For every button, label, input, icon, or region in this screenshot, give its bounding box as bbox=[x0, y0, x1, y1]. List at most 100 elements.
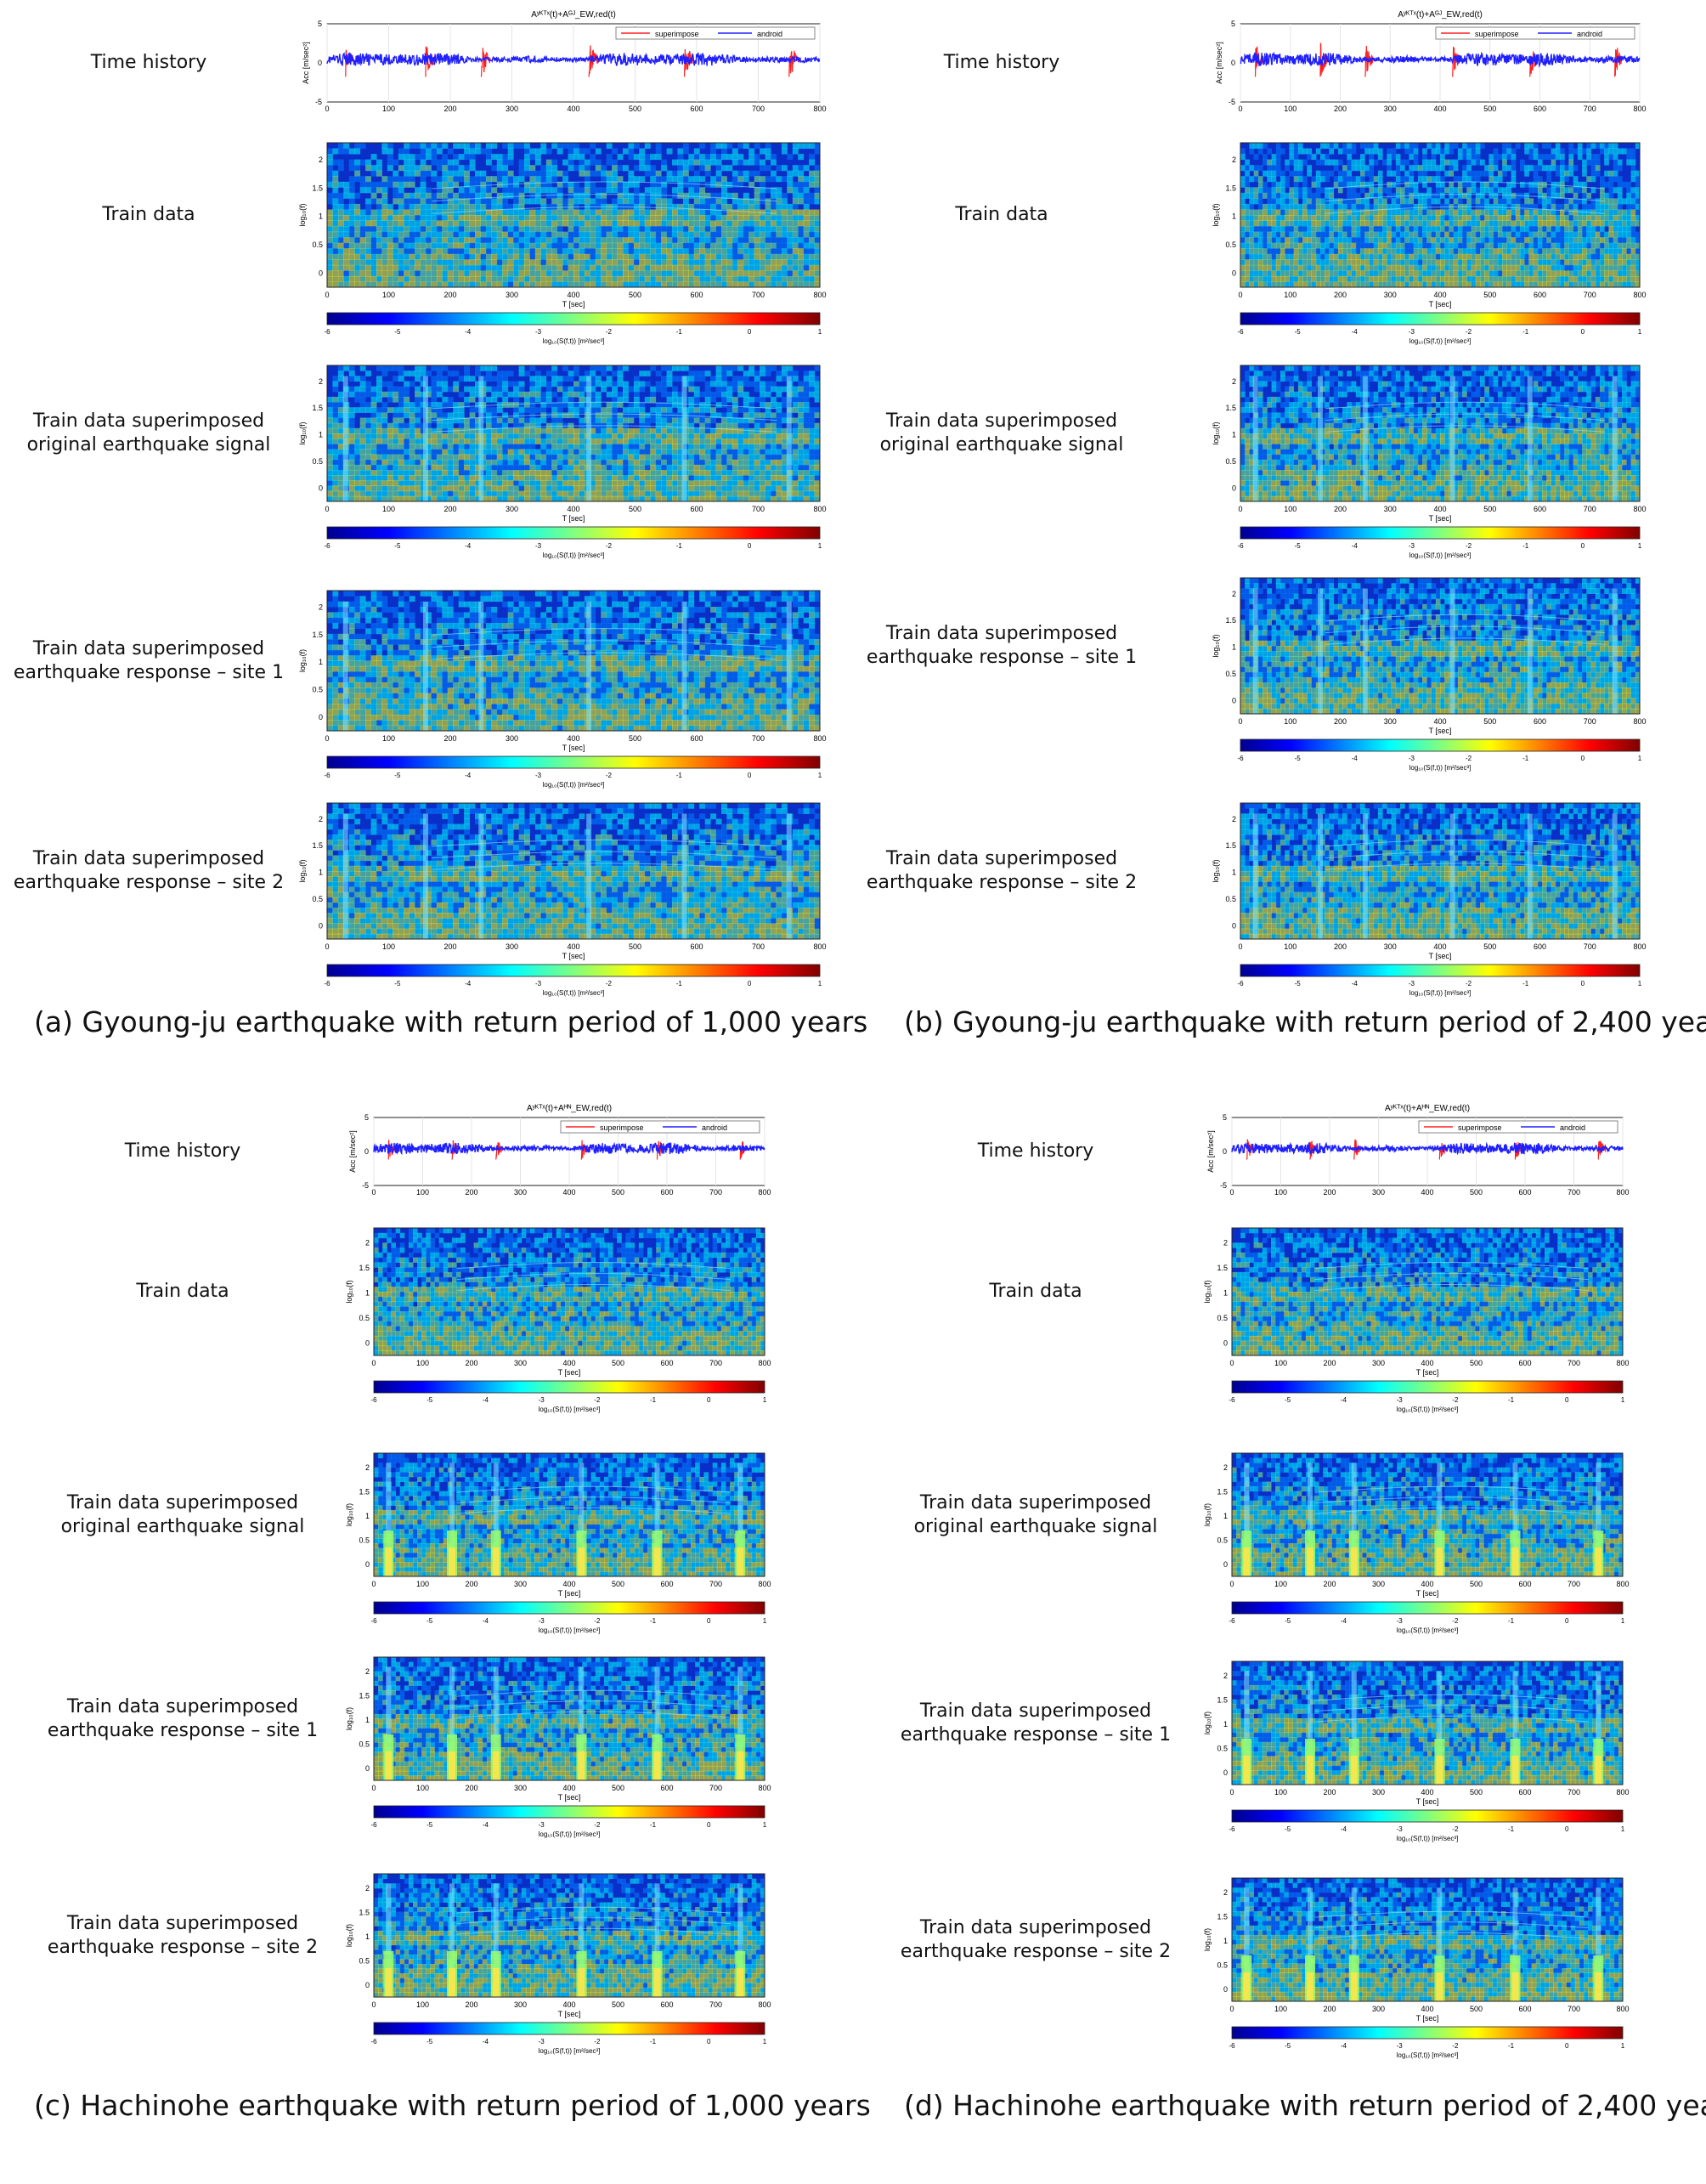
spectrogram-cell bbox=[410, 720, 415, 726]
spectrogram-y-axis-label: log₁₀(f) bbox=[298, 203, 307, 226]
spectrogram-cell bbox=[551, 165, 557, 171]
spectrogram-cell bbox=[365, 407, 371, 413]
spectrogram-cell bbox=[360, 671, 366, 677]
spectrogram-cell bbox=[623, 210, 629, 216]
spectrogram-cell bbox=[579, 165, 585, 171]
spectrogram-cell bbox=[470, 666, 476, 672]
spectrogram-cell bbox=[393, 438, 398, 444]
spectrogram-cell bbox=[601, 371, 607, 376]
spectrogram-cell bbox=[798, 433, 804, 439]
spectrogram-cell bbox=[508, 612, 514, 618]
spectrogram-cell bbox=[393, 455, 398, 461]
spectrogram-cell bbox=[551, 371, 557, 376]
spectrogram-cell bbox=[699, 232, 705, 238]
spectrogram-cell bbox=[546, 259, 552, 265]
spectrogram-cell bbox=[694, 226, 700, 232]
spectrogram-cell bbox=[398, 693, 404, 699]
spectrogram-cell bbox=[410, 677, 415, 683]
spectrogram-y-tick-label: 0 bbox=[319, 484, 323, 492]
spectrogram-cell bbox=[793, 265, 799, 271]
spectrogram-cell bbox=[726, 486, 732, 492]
spectrogram-cell bbox=[612, 221, 618, 227]
spectrogram-cell bbox=[557, 428, 563, 434]
spectrogram-cell bbox=[453, 382, 459, 388]
spectrogram-cell bbox=[381, 480, 387, 486]
spectrogram-cell bbox=[809, 226, 815, 232]
spectrogram-cell bbox=[607, 171, 613, 177]
spectrogram-cell bbox=[623, 282, 629, 288]
spectrogram-cell bbox=[737, 382, 743, 388]
spectrogram-cell bbox=[486, 259, 492, 265]
spectrogram-cell bbox=[327, 671, 333, 677]
spectrogram-cell bbox=[710, 204, 716, 210]
spectrogram-cell bbox=[688, 397, 694, 403]
spectrogram-cell bbox=[562, 460, 568, 466]
spectrogram-cell bbox=[612, 160, 618, 166]
spectrogram-cell bbox=[529, 259, 535, 265]
spectrogram-cell bbox=[529, 460, 535, 466]
spectrogram-cell bbox=[661, 475, 667, 481]
spectrogram-cell bbox=[327, 655, 333, 661]
spectrogram-cell bbox=[354, 226, 360, 232]
spectrogram-cell bbox=[732, 265, 738, 271]
spectrogram-cell bbox=[491, 486, 497, 492]
spectrogram-cell bbox=[415, 215, 421, 221]
spectrogram-cell bbox=[387, 254, 393, 260]
spectrogram-cell bbox=[442, 221, 448, 227]
spectrogram-cell bbox=[365, 176, 371, 182]
spectrogram-cell bbox=[381, 232, 387, 238]
spectrogram-cell bbox=[804, 407, 810, 413]
spectrogram-cell bbox=[815, 176, 821, 182]
spectrogram-cell bbox=[804, 270, 810, 276]
spectrogram-cell bbox=[804, 176, 810, 182]
spectrogram-cell bbox=[798, 455, 804, 461]
spectrogram-cell bbox=[381, 423, 387, 429]
spectrogram-cell bbox=[612, 259, 618, 265]
spectrogram-cell bbox=[557, 455, 563, 461]
spectrogram-cell bbox=[502, 687, 508, 693]
spectrogram-cell bbox=[540, 475, 546, 481]
spectrogram-cell bbox=[716, 387, 722, 393]
spectrogram-cell bbox=[596, 187, 602, 193]
spectrogram-cell bbox=[497, 486, 503, 492]
spectrogram-cell bbox=[716, 433, 722, 439]
spectrogram-cell bbox=[338, 232, 344, 238]
spectrogram-cell bbox=[376, 444, 382, 450]
spectrogram-cell bbox=[760, 265, 765, 271]
spectrogram-cell bbox=[365, 433, 371, 439]
spectrogram-cell bbox=[760, 215, 765, 221]
spectrogram-cell bbox=[765, 265, 771, 271]
spectrogram-cell bbox=[381, 143, 387, 149]
spectrogram-cell bbox=[365, 165, 371, 171]
spectrogram-cell bbox=[765, 465, 771, 471]
spectrogram-cell bbox=[546, 276, 552, 282]
spectrogram-cell bbox=[754, 470, 760, 476]
spectrogram-cell bbox=[404, 710, 410, 716]
spectrogram-cell bbox=[677, 254, 683, 260]
spectrogram-cell bbox=[716, 460, 722, 466]
spectrogram-cell bbox=[431, 392, 437, 398]
spectrogram-cell bbox=[410, 450, 415, 455]
spectrogram-cell bbox=[760, 438, 765, 444]
spectrogram-cell bbox=[491, 496, 497, 502]
spectrogram-cell bbox=[573, 237, 579, 243]
spectrogram-cell bbox=[475, 254, 481, 260]
spectrogram-cell bbox=[694, 248, 700, 254]
spectrogram-cell bbox=[716, 382, 722, 388]
spectrogram-cell bbox=[782, 204, 788, 210]
spectrogram-cell bbox=[497, 618, 503, 624]
spectrogram-cell bbox=[607, 486, 613, 492]
spectrogram-cell bbox=[410, 628, 415, 634]
spectrogram-cell bbox=[398, 618, 404, 624]
spectrogram-cell bbox=[782, 215, 788, 221]
spectrogram-cell bbox=[639, 491, 645, 497]
spectrogram-cell bbox=[421, 371, 426, 376]
spectrogram-cell bbox=[371, 407, 377, 413]
spectrogram-cell bbox=[470, 392, 476, 398]
spectrogram-cell bbox=[475, 248, 481, 254]
spectrogram-cell bbox=[332, 226, 338, 232]
spectrogram-cell bbox=[524, 491, 530, 497]
spectrogram-cell bbox=[804, 392, 810, 398]
spectrogram-cell bbox=[815, 270, 821, 276]
spectrogram-cell bbox=[607, 365, 613, 371]
